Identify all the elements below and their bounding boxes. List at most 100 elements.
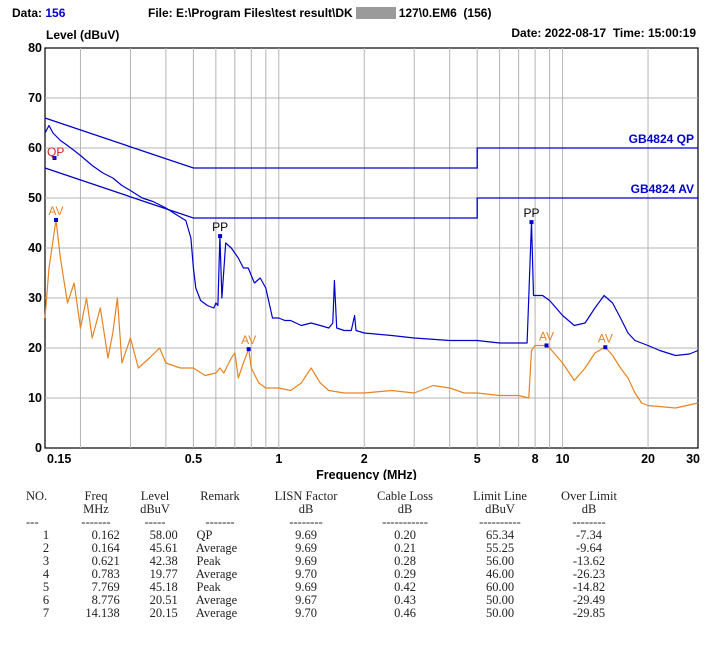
y-tick-label: 30 (28, 291, 42, 305)
marker-label: AV (241, 333, 256, 347)
table-unit-row: MHz dBuV dB dB dBuV dB (26, 503, 632, 516)
table-header-row-cell: NO. (26, 489, 48, 503)
table-row-cell: 9.67 (295, 593, 317, 607)
table-divider-row: --- ------- ----- ------- -------- ----------… (26, 516, 632, 529)
table-divider-row-cell: ---------- (479, 515, 521, 529)
table-divider-row-cell: -------- (572, 515, 606, 529)
table-row-cell: 19.77 (149, 567, 184, 581)
table-unit-row-cell: dBuV (485, 502, 515, 516)
table-row-cell: 9.69 (295, 528, 317, 542)
table-row-cell: Peak (184, 580, 221, 594)
table-divider-row-cell: --- (26, 515, 39, 529)
table-divider-row-cell: ----------- (382, 515, 428, 529)
limit-line-label: GB4824 AV (631, 182, 694, 196)
table-row-cell: -29.49 (572, 593, 606, 607)
table-row-cell: 20.15 (149, 606, 184, 620)
table-row: 2 0.164 45.61 Average 9.69 0.21 55.25 -9.64 (26, 542, 632, 555)
x-tick-label: 30 (686, 452, 700, 466)
table-row-cell: 9.70 (295, 567, 317, 581)
table-row-cell: 8.776 (91, 593, 126, 607)
table-row-cell: 0.21 (394, 541, 416, 555)
table-row: 3 0.621 42.38 Peak 9.69 0.28 56.00 -13.62 (26, 555, 632, 568)
y-tick-label: 0 (35, 441, 42, 455)
marker-point (544, 343, 549, 348)
table-row-cell: -9.64 (575, 541, 603, 555)
y-tick-label: 70 (28, 91, 42, 105)
table-divider-row-cell: ------- (205, 515, 235, 529)
y-tick-label: 20 (28, 341, 42, 355)
table-row-cell: 7.769 (91, 580, 126, 594)
table-row-cell: Peak (184, 554, 221, 568)
x-tick-label: 5 (474, 452, 481, 466)
limit-line (44, 117, 698, 169)
table-row-cell: 46.00 (485, 567, 515, 581)
table-row-cell: Average (184, 567, 238, 581)
table-row-cell: -26.23 (572, 567, 606, 581)
table-row-cell: 3 (42, 554, 50, 568)
table-unit-row-cell: dB (298, 502, 314, 516)
table-row: 7 14.138 20.15 Average 9.70 0.46 50.00 -29.85 (26, 607, 632, 620)
table-row-cell: 9.69 (295, 541, 317, 555)
table-row-cell: 2 (42, 541, 50, 555)
table-row-cell: 0.20 (394, 528, 416, 542)
average-trace (44, 219, 699, 409)
table-row-cell: 0.46 (394, 606, 416, 620)
x-tick-label: 10 (556, 452, 570, 466)
data-label: Data: (12, 6, 43, 20)
peak-trace (44, 124, 699, 357)
table-row-cell: 58.00 (149, 528, 184, 542)
data-id-header: Data: 156 (12, 6, 65, 20)
table-row: 5 7.769 45.18 Peak 9.69 0.42 60.00 -14.82 (26, 581, 632, 594)
marker-label: AV (539, 329, 554, 343)
marker-point (52, 156, 57, 160)
x-tick-label: 1 (275, 452, 282, 466)
table-row-cell: Average (184, 606, 238, 620)
file-path: File: E:\Program Files\test result\DK (148, 6, 353, 20)
marker-label: PP (212, 220, 228, 234)
table-unit-row-cell: dB (397, 502, 413, 516)
table-row-cell: 0.162 (91, 528, 126, 542)
table-row: 4 0.783 19.77 Average 9.70 0.29 46.00 -26.23 (26, 568, 632, 581)
table-row-cell: 0.621 (91, 554, 126, 568)
table-header-row-cell: Remark (200, 489, 240, 503)
table-row-cell: 0.29 (394, 567, 416, 581)
table-row-cell: 65.34 (485, 528, 515, 542)
y-tick-label: 10 (28, 391, 42, 405)
table-unit-row-cell: dBuV (140, 502, 170, 516)
table-row-cell: Average (184, 593, 238, 607)
table-row-cell: 0.783 (91, 567, 126, 581)
marker-point (53, 217, 58, 222)
table-row-cell: 0.164 (91, 541, 126, 555)
table-row-cell: 14.138 (85, 606, 126, 620)
table-row-cell: 50.00 (485, 606, 515, 620)
marker-label: PP (523, 206, 539, 220)
redaction-block (355, 7, 396, 19)
table-unit-row-cell: dB (581, 502, 597, 516)
x-tick-label: 8 (532, 452, 539, 466)
table-row-cell: -7.34 (575, 528, 603, 542)
table-row-cell: 0.28 (394, 554, 416, 568)
limit-line-label: GB4824 QP (629, 132, 694, 146)
y-tick-label: 40 (28, 241, 42, 255)
y-tick-label: 80 (28, 41, 42, 55)
table-header-row-cell: Level (140, 489, 170, 503)
table-row-cell: 6 (42, 593, 50, 607)
marker-label: QP (47, 145, 64, 159)
time-value: 15:00:19 (647, 26, 696, 40)
date-value: 2022-08-17 (544, 26, 607, 40)
table-row-cell: 7 (42, 606, 50, 620)
marker-point (529, 220, 534, 225)
file-path-header: File: E:\Program Files\test result\DK 127… (148, 6, 491, 20)
table-row-cell: 45.61 (149, 541, 184, 555)
table-row-cell: 60.00 (485, 580, 515, 594)
table-row-cell: 0.43 (394, 593, 416, 607)
table-row-cell: 9.69 (295, 580, 317, 594)
x-axis-label: Frequency (MHz) (316, 468, 417, 480)
date-label: Date: (511, 26, 542, 40)
table-header-row-cell: LISN Factor (274, 489, 338, 503)
table-header-row: NO. Freq Level Remark LISN Factor Cable Loss L… (26, 490, 632, 503)
table-row-cell: -29.85 (572, 606, 606, 620)
table-row: 6 8.776 20.51 Average 9.67 0.43 50.00 -29.49 (26, 594, 632, 607)
table-unit-row-cell: MHz (83, 502, 109, 516)
y-tick-label: 60 (28, 141, 42, 155)
